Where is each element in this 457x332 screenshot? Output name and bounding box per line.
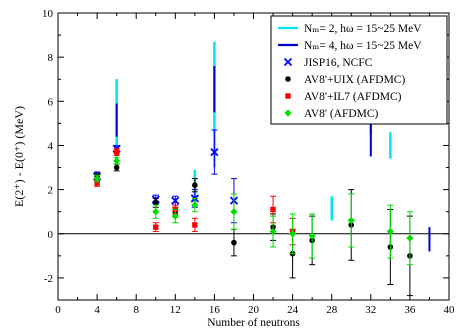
y-tick-label-2: 2 [48,185,54,197]
legend-item-1: Nₘ= 4, hω = 15~25 MeV [278,40,422,52]
legend-box [270,15,448,125]
series-square-point-4-marker [192,222,198,228]
legend-item-0: Nₘ= 2, hω = 15~25 MeV [278,23,422,35]
series-diamond-point-11-marker [406,234,414,242]
series-circle-point-1-marker [113,164,120,171]
series-diamond-point-3-marker [171,212,179,220]
x-tick-label-9: 36 [404,304,416,316]
x-tick-label-8: 32 [365,304,376,316]
series-diamond-point-10-marker [386,227,394,236]
legend-swatch-2-stroke-b [283,57,293,67]
series-cross-point-5-marker [210,147,219,157]
series-cross-point-3-marker-stroke-b [171,196,180,205]
x-tick-label-0: 0 [55,304,61,316]
legend-item-3: AV8'+UIX (AFDMC) [285,74,405,86]
legend-label-5: AV8' (AFDMC) [304,108,379,120]
legend-swatch-2 [283,57,293,67]
y-tick-label-1: 0 [48,229,54,241]
series-diamond [93,157,414,266]
series-cross-point-3-marker [171,196,180,205]
x-tick-label-6: 24 [287,304,299,316]
series-diamond-point-5-marker [230,208,238,216]
y-axis-label: E(2⁺) - E(0⁺) (MeV) [12,106,26,207]
series-cross [92,129,239,224]
series-diamond-point-9-marker [347,216,355,225]
series-circle [94,163,413,297]
series-circle-point-5-marker [231,239,237,246]
legend-label-4: AV8'+IL7 (AFDMC) [304,91,402,103]
series-diamond-point-1-marker [113,157,121,165]
series-diamond-point-6-marker [269,227,277,236]
legend-label-3: AV8'+UIX (AFDMC) [304,74,405,86]
series-square-point-1-marker [113,149,120,155]
series-square-point-5-marker [270,206,276,213]
series-diamond-point-2-marker [152,208,160,216]
x-tick-label-3: 12 [170,304,181,316]
legend-swatch-3 [285,76,291,82]
x-tick-label-10: 40 [444,304,456,316]
legend-item-2: JISP16, NCFC [283,57,373,69]
legend-swatch-5 [284,109,292,117]
legend-item-4: AV8'+IL7 (AFDMC) [285,91,402,103]
x-axis-label: Number of neutrons [207,317,300,329]
series-square-point-0-marker [94,180,100,186]
series-circle-point-2-marker [152,200,159,206]
series-diamond-point-0-marker [93,174,101,183]
series-diamond-point-8-marker [308,232,316,240]
y-tick-label-5: 8 [48,52,54,64]
x-tick-label-1: 4 [94,304,100,316]
legend-label-0: Nₘ= 2, hω = 15~25 MeV [304,23,422,35]
legend-item-5: AV8' (AFDMC) [284,108,379,120]
legend-label-1: Nₘ= 4, hω = 15~25 MeV [304,40,422,52]
series-circle-point-4-marker [192,182,198,188]
legend-swatch-4 [285,93,291,99]
series-cross-point-5-marker-stroke-b [210,147,219,157]
x-tick-label-4: 16 [209,304,221,316]
legend: Nₘ= 2, hω = 15~25 MeV Nₘ= 4, hω = 15~25 M… [270,15,448,125]
series-diamond-point-7-marker [289,230,297,238]
y-tick-label-3: 4 [48,140,54,152]
y-tick-label-0: -2 [44,273,53,285]
x-tick-label-7: 28 [326,304,338,316]
x-tick-label-5: 20 [248,304,260,316]
legend-label-2: JISP16, NCFC [304,57,373,69]
series-square-point-2-marker [153,224,159,230]
series-diamond-point-4-marker [191,201,199,209]
x-tick-label-2: 8 [133,304,139,316]
y-tick-label-6: 10 [42,8,54,20]
y-tick-label-4: 6 [48,96,54,108]
